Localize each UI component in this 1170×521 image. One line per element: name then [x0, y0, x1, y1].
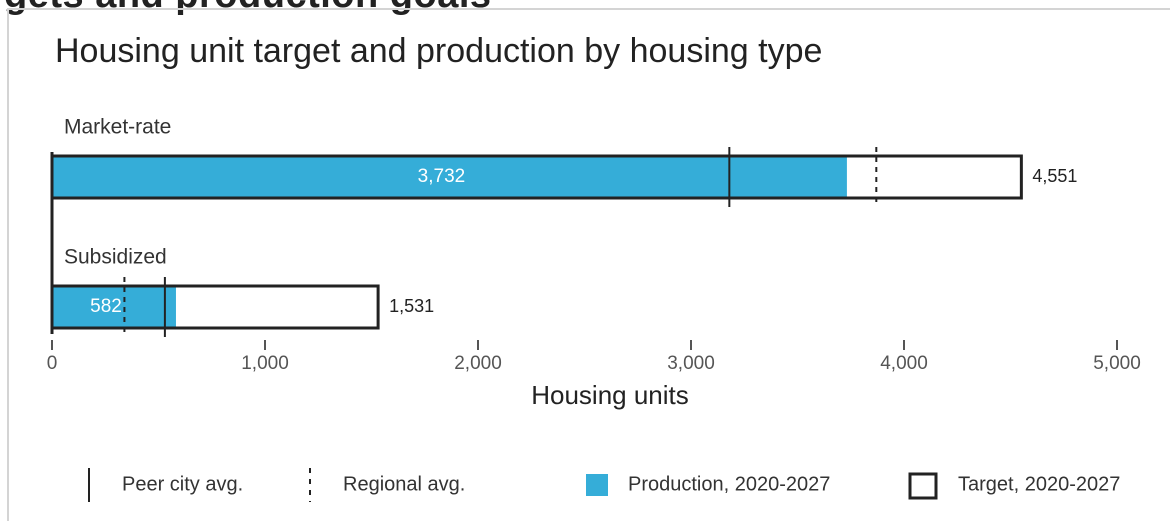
legend-target-symbol	[908, 472, 938, 500]
production-value-label: 582	[90, 296, 122, 317]
chart-title: Housing unit target and production by ho…	[55, 32, 823, 70]
category-label: Market-rate	[64, 116, 171, 139]
chart-panel	[7, 8, 1170, 521]
x-tick-label: 2,000	[454, 353, 502, 374]
legend-regional-label: Regional avg.	[343, 473, 465, 495]
x-tick-label: 0	[47, 353, 58, 374]
category-label: Subsidized	[64, 246, 167, 269]
target-value-label: 1,531	[389, 296, 434, 316]
target-value-label: 4,551	[1032, 166, 1077, 186]
legend-production-label: Production, 2020-2027	[628, 473, 830, 495]
legend-target-label: Target, 2020-2027	[958, 473, 1120, 495]
x-tick-label: 4,000	[880, 353, 928, 374]
x-tick-label: 1,000	[241, 353, 289, 374]
production-value-label: 3,732	[418, 166, 466, 187]
legend-production-symbol	[586, 474, 608, 496]
x-tick-label: 3,000	[667, 353, 715, 374]
production-bar	[52, 156, 847, 198]
x-tick-label: 5,000	[1093, 353, 1141, 374]
production-bar	[52, 286, 176, 328]
legend-peer-city-label: Peer city avg.	[122, 473, 243, 495]
x-axis-label: Housing units	[531, 380, 689, 410]
